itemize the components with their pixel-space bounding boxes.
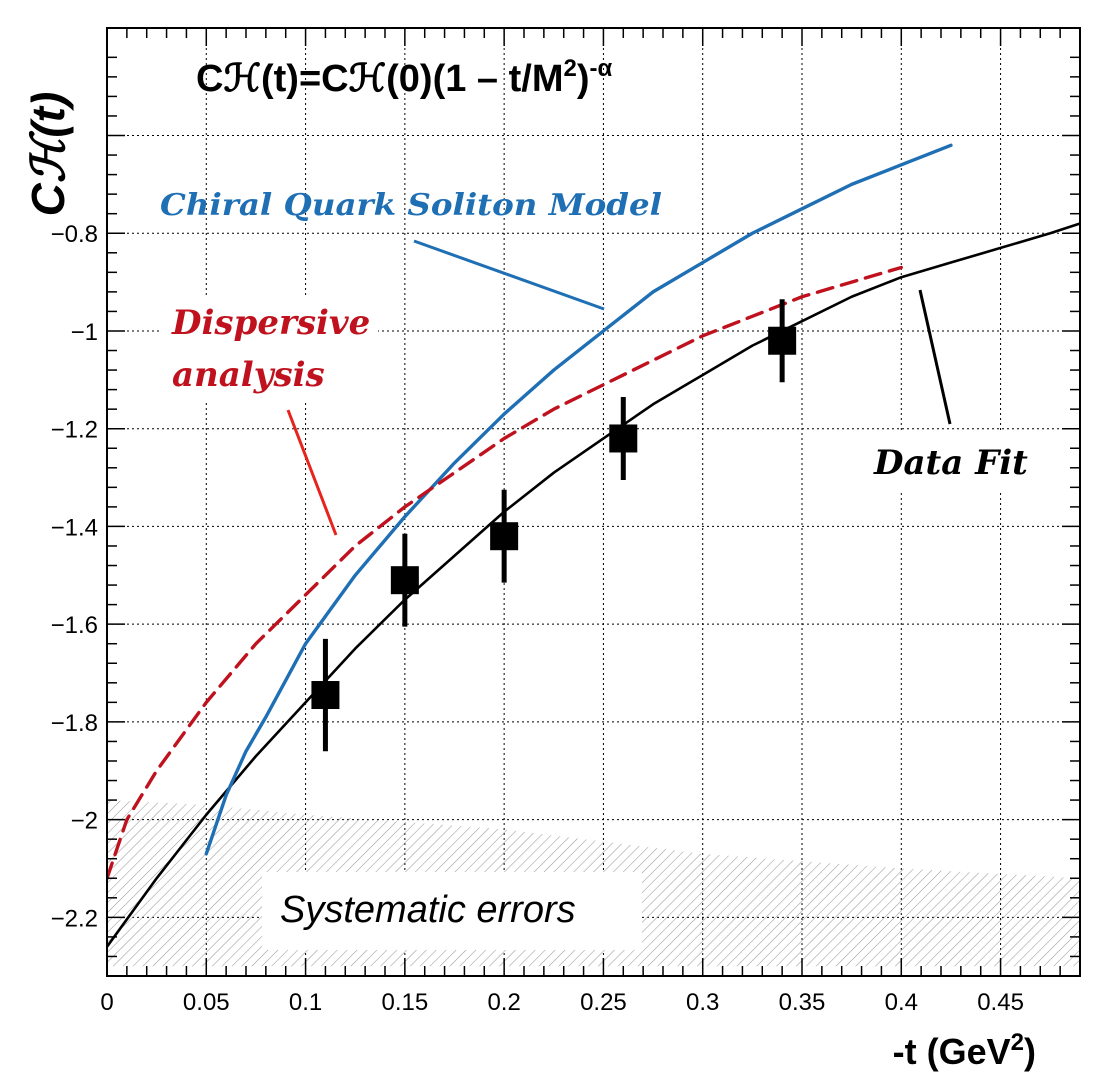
data-fit-label: Data Fit (873, 443, 1028, 483)
data-point-3 (609, 424, 638, 453)
x-tick-label-6: 0.3 (686, 989, 719, 1016)
formula-sup-1: 2 (564, 55, 577, 82)
y-tick-label-5: −1.2 (51, 417, 98, 444)
x-tick-label-2: 0.1 (289, 989, 322, 1016)
cqsm-pointer-line (413, 239, 605, 311)
data-point-2 (490, 522, 519, 551)
x-axis-title-main: -t (GeV (893, 1031, 1011, 1072)
cqsm-label: Chiral Quark Soliton Model (160, 188, 662, 223)
series-layer (107, 143, 1080, 948)
y-tick-label-7: −0.8 (51, 221, 98, 248)
dispersive-label-box (160, 295, 378, 403)
data-point-4 (768, 326, 797, 355)
x-axis-title-end: ) (1024, 1031, 1036, 1072)
data-points-layer (311, 299, 797, 752)
y-tick-label-6: −1 (71, 319, 98, 346)
y-tick-label-0: −2.2 (51, 905, 98, 932)
formula-mid: ) (577, 58, 590, 100)
y-tick-label-1: −2 (71, 808, 98, 835)
dispersive-label-line-1: Dispersive (171, 303, 370, 343)
plot-frame (106, 27, 1081, 977)
dispersive-label-line-2: analysis (172, 355, 325, 395)
series-line-chiral-quark-soliton-model (204, 143, 953, 856)
formula-sup-2: -α (590, 55, 613, 82)
systematic-label-box (262, 872, 642, 950)
dispersive-pointer-line (286, 409, 338, 536)
x-tick-label-5: 0.25 (580, 989, 627, 1016)
x-tick-label-9: 0.45 (977, 989, 1024, 1016)
x-tick-label-4: 0.2 (487, 989, 520, 1016)
x-axis-title: -t (GeV2) (893, 1029, 1036, 1072)
x-tick-label-3: 0.15 (381, 989, 428, 1016)
y-tick-label-2: −1.8 (51, 710, 98, 737)
y-axis-title-text: Cℋ(t) (22, 92, 74, 217)
formula: Cℋ(t)=Cℋ(0)(1 – t/M2)-α (196, 55, 613, 100)
data-point-0 (311, 681, 340, 710)
x-tick-label-8: 0.4 (885, 989, 918, 1016)
x-tick-label-7: 0.35 (779, 989, 826, 1016)
systematic-errors-label: Systematic errors (280, 889, 576, 931)
y-tick-label-3: −1.6 (51, 612, 98, 639)
x-tick-label-1: 0.05 (183, 989, 230, 1016)
series-line-dispersive-analysis (107, 265, 903, 880)
y-axis-title: Cℋ(t) (22, 92, 74, 217)
x-axis-title-sup: 2 (1011, 1029, 1024, 1056)
data-fit-pointer-line (918, 289, 952, 425)
axis-tick-labels: 0 0.05 0.1 0.15 0.2 0.25 0.3 0.35 0.4 0.45 −2.2 −2 −… (51, 221, 1024, 1016)
formula-lhs: Cℋ(t)=Cℋ(0)(1 – t/M (196, 58, 564, 100)
data-fit-label-box (860, 432, 1036, 490)
series-line-data-fit (107, 222, 1080, 948)
axis-ticks (106, 28, 1081, 977)
data-point-1 (390, 566, 419, 595)
y-tick-label-4: −1.4 (51, 514, 98, 541)
x-tick-label-0: 0 (100, 989, 113, 1016)
